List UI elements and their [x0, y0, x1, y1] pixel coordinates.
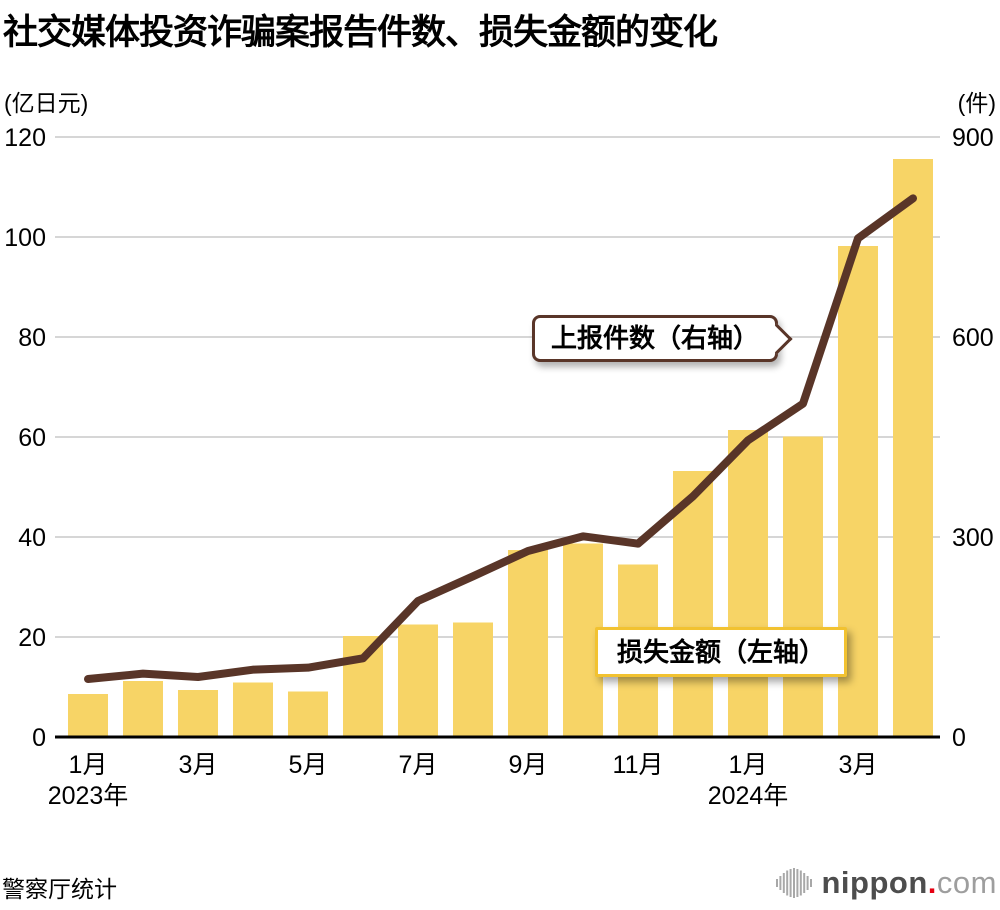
- loss-bar: [343, 636, 383, 737]
- nippon-logo: nippon.com: [775, 862, 998, 904]
- left-axis-tick-label: 60: [18, 424, 46, 452]
- right-axis-tick-label: 900: [952, 124, 994, 152]
- loss-bar: [398, 624, 438, 737]
- right-axis-tick-label: 0: [952, 724, 966, 752]
- right-axis-tick-label: 300: [952, 524, 994, 552]
- x-axis-month-label: 5月: [289, 751, 328, 779]
- left-axis-tick-label: 20: [18, 624, 46, 652]
- loss-bar: [233, 682, 273, 737]
- nippon-logo-soundwave-icon: [775, 868, 812, 898]
- cases-series-label: 上报件数（右轴）: [550, 323, 759, 353]
- x-axis-month-label: 9月: [509, 751, 548, 779]
- right-axis-unit-label: (件): [957, 90, 996, 116]
- loss-bar: [123, 681, 163, 737]
- loss-bar: [288, 691, 328, 737]
- nippon-logo-text: nippon.com: [821, 865, 997, 900]
- x-axis-year-label: 2024年: [708, 782, 789, 810]
- loss-series-callout: 损失金额（左轴）: [595, 627, 847, 677]
- left-axis-tick-label: 40: [18, 524, 46, 552]
- loss-bar: [728, 430, 768, 737]
- cases-line: [84, 194, 917, 683]
- x-axis-month-label: 1月: [69, 751, 108, 779]
- left-axis-unit-label: (亿日元): [4, 90, 89, 116]
- left-axis-tick-label: 0: [32, 724, 46, 752]
- x-axis-month-label: 1月: [729, 751, 768, 779]
- loss-bar: [178, 690, 218, 737]
- left-axis-tick-label: 120: [4, 124, 46, 152]
- x-axis-month-label: 3月: [179, 751, 218, 779]
- x-axis-month-label: 7月: [399, 751, 438, 779]
- left-axis-tick-label: 80: [18, 324, 46, 352]
- loss-bar: [68, 694, 108, 737]
- loss-bar: [893, 159, 933, 737]
- loss-bar: [453, 622, 493, 737]
- loss-bar: [783, 436, 823, 737]
- cases-series-callout: 上报件数（右轴）: [532, 315, 793, 362]
- right-axis-tick-label: 600: [952, 324, 994, 352]
- x-axis-year-label: 2023年: [48, 782, 129, 810]
- x-axis-month-label: 3月: [839, 751, 878, 779]
- left-axis-tick-label: 100: [4, 224, 46, 252]
- loss-series-label: 损失金额（左轴）: [616, 637, 825, 667]
- data-source-credit: 警察厅统计: [2, 876, 117, 902]
- page-title: 社交媒体投资诈骗案报告件数、损失金额的变化: [3, 13, 718, 52]
- loss-bar: [508, 550, 548, 737]
- x-axis-month-label: 11月: [613, 751, 664, 779]
- loss-bar: [673, 471, 713, 737]
